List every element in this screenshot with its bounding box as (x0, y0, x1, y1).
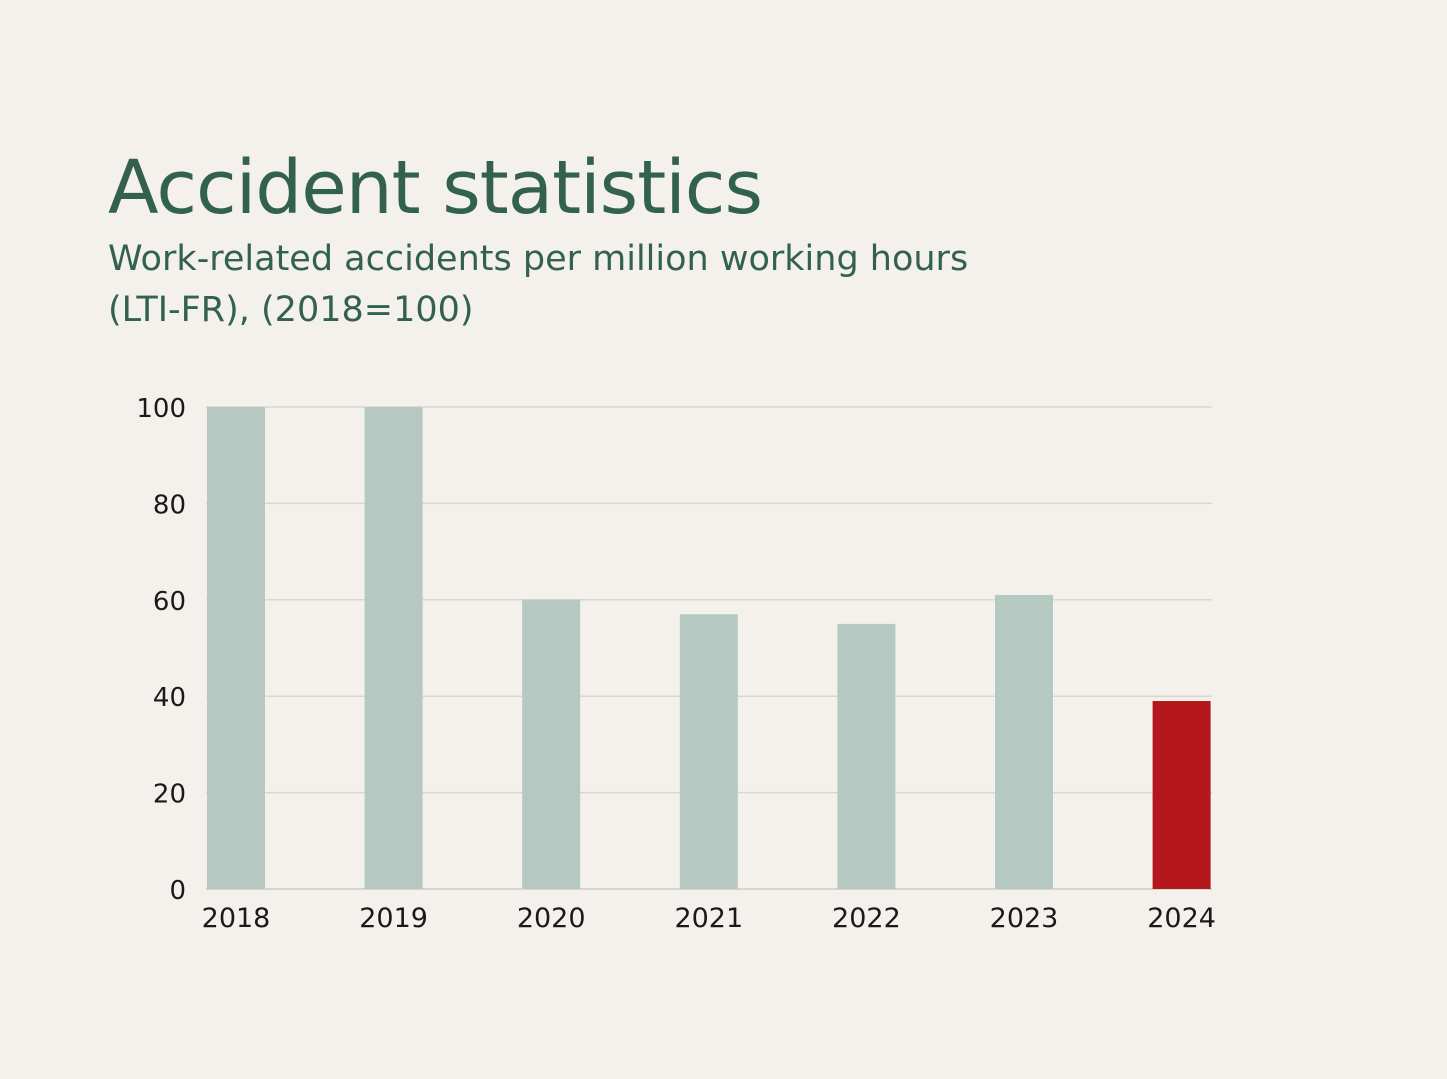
subtitle-line-1: Work-related accidents per million worki… (108, 239, 969, 279)
y-tick-label: 80 (153, 490, 186, 520)
x-tick-label: 2018 (202, 903, 271, 934)
y-axis-ticks: 0 20 40 60 80 100 (136, 394, 186, 906)
x-tick-label: 2024 (1147, 903, 1216, 934)
y-tick-label: 60 (153, 587, 186, 617)
x-tick-label: 2021 (674, 903, 743, 934)
bar-2023 (995, 594, 1053, 889)
subtitle-line-2: (LTI-FR), (2018=100) (108, 290, 474, 330)
bar-2019 (364, 407, 423, 889)
bar-2022 (837, 623, 896, 889)
chart-title: Accident statistics (108, 145, 763, 231)
bars (207, 407, 1211, 889)
x-tick-label: 2020 (517, 903, 586, 934)
y-tick-label: 100 (136, 394, 186, 424)
x-axis-ticks: 2018 2019 2020 2021 2022 2023 2024 (202, 903, 1216, 934)
bar-2018 (207, 407, 265, 889)
x-tick-label: 2022 (832, 903, 901, 934)
bar-2021 (679, 614, 738, 889)
y-tick-label: 20 (153, 780, 186, 810)
y-tick-label: 40 (153, 683, 186, 713)
bar-2020 (522, 599, 581, 889)
x-tick-label: 2019 (359, 903, 428, 934)
bar-2024 (1152, 701, 1211, 889)
y-tick-label: 0 (169, 876, 186, 906)
chart-subtitle: Work-related accidents per million worki… (108, 234, 1068, 336)
x-tick-label: 2023 (990, 903, 1059, 934)
